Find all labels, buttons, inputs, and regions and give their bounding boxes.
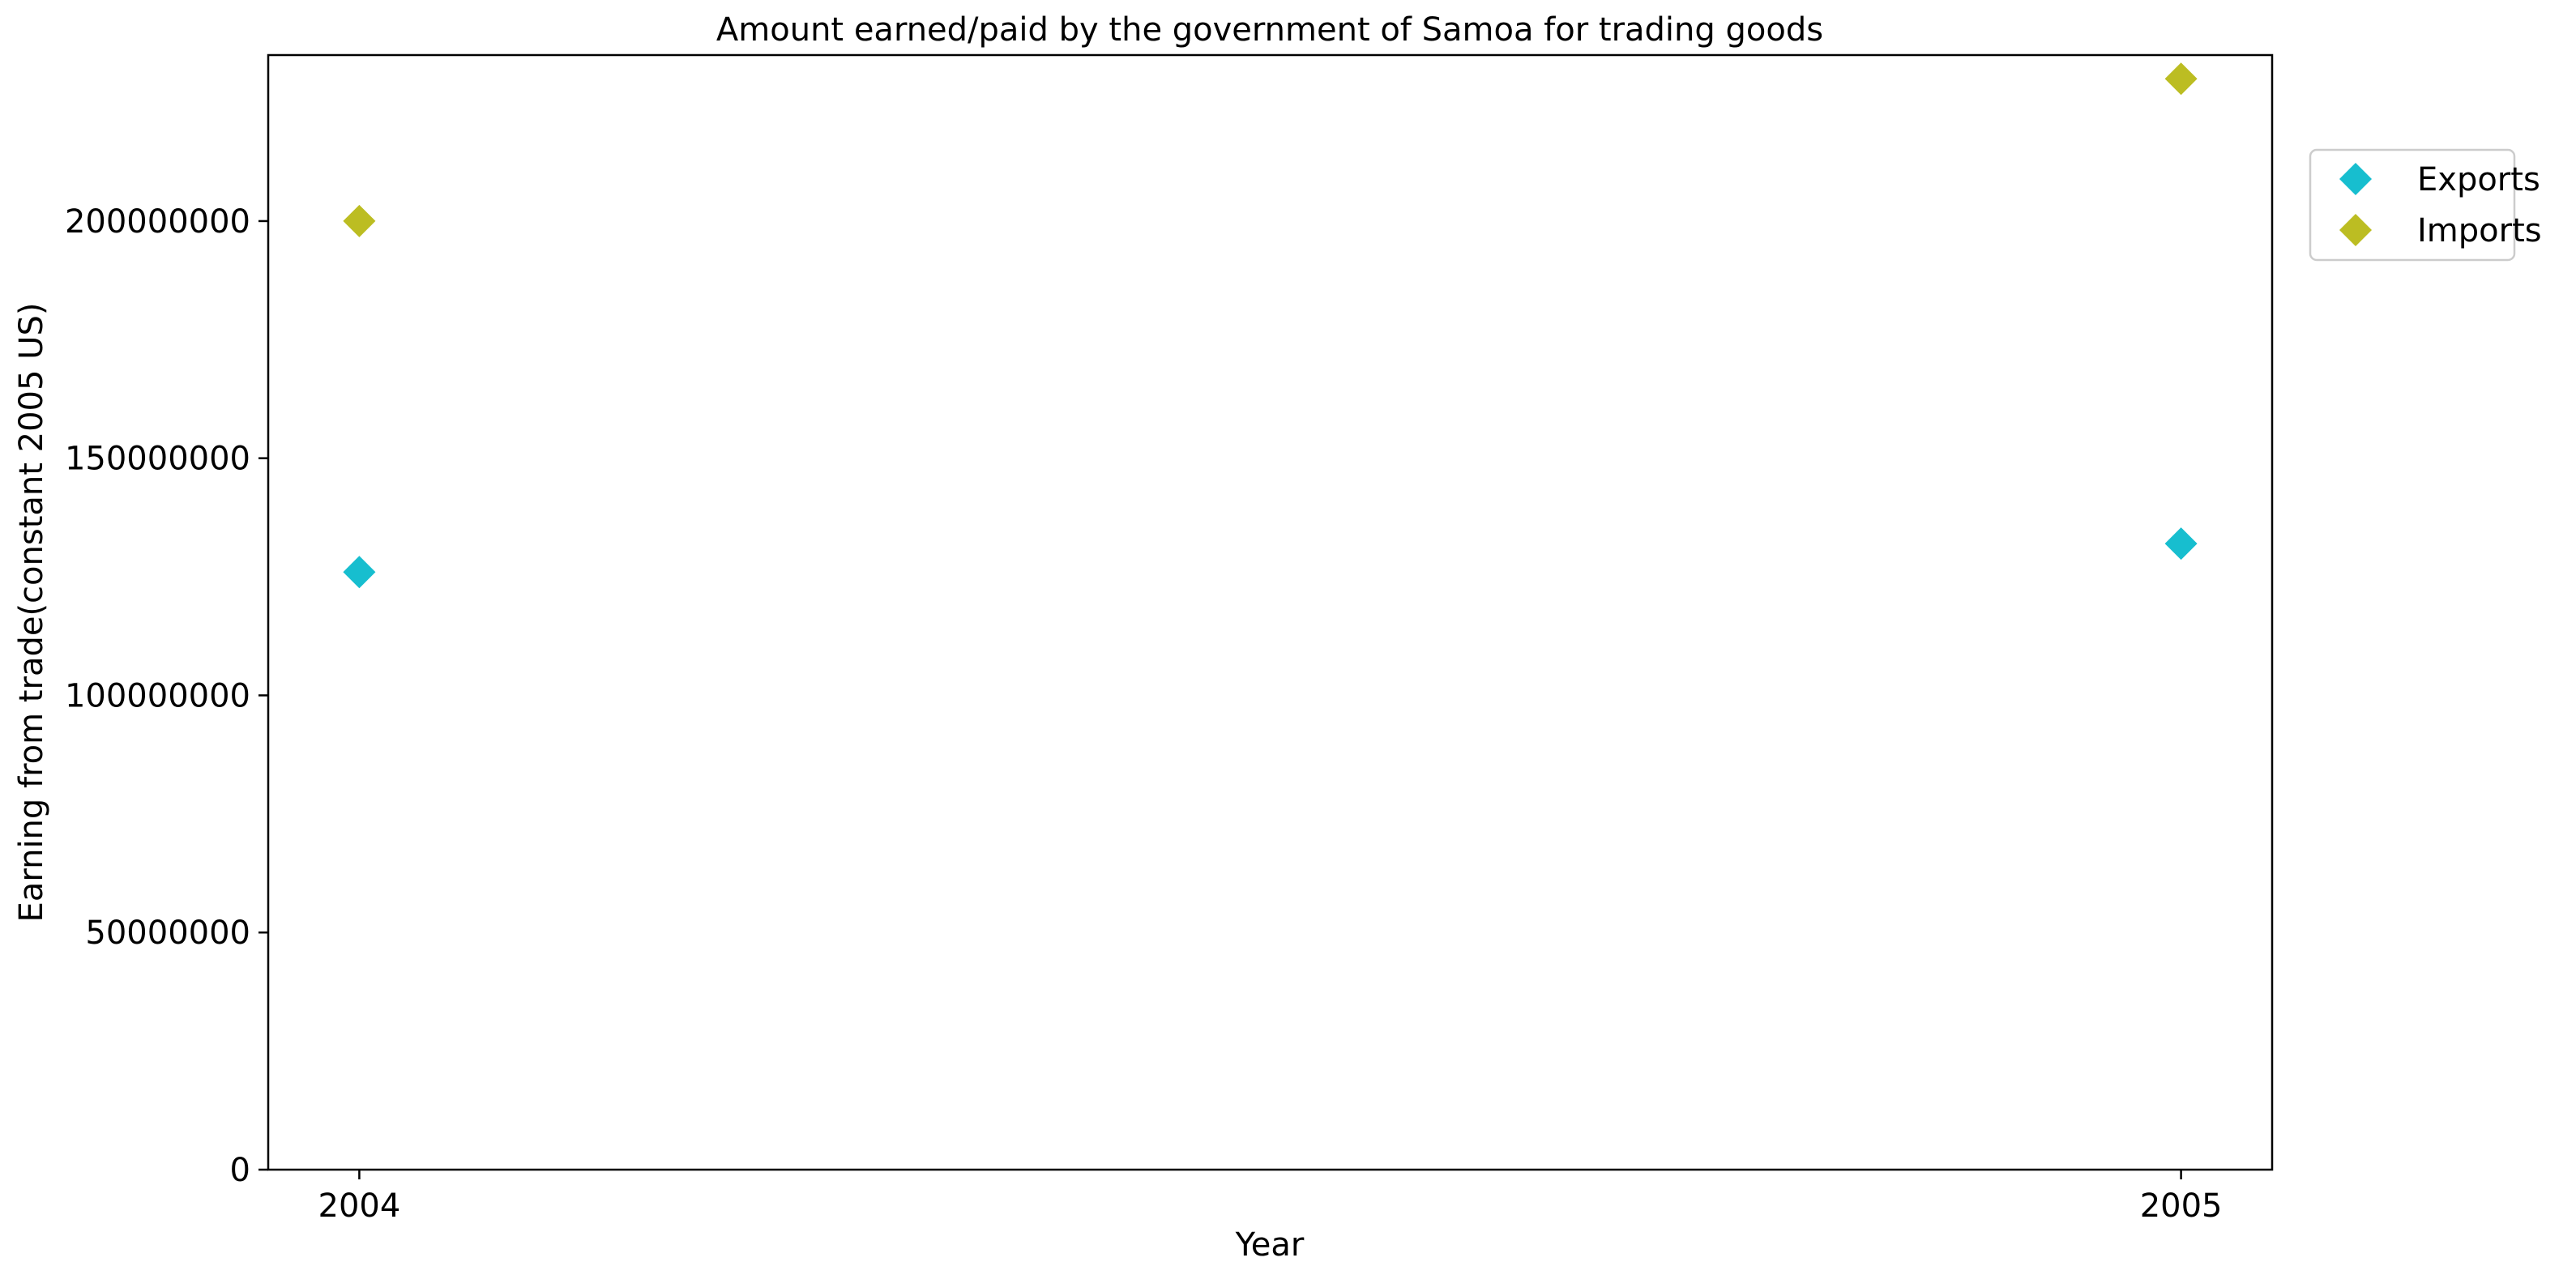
legend-label-exports: Exports: [2417, 161, 2540, 198]
exports-point: [343, 556, 376, 589]
y-tick-label: 100000000: [65, 677, 250, 714]
y-tick-label: 150000000: [65, 441, 250, 478]
x-axis-label: Year: [1235, 1226, 1305, 1264]
x-tick-label: 2004: [318, 1187, 401, 1225]
y-tick-label: 0: [230, 1152, 250, 1189]
plot-area: [267, 53, 2274, 1171]
y-tick-label: 50000000: [85, 914, 250, 952]
legend: Exports Imports: [2309, 148, 2542, 262]
y-tick-label: 200000000: [65, 203, 250, 241]
imports-point: [2164, 62, 2198, 96]
x-tick-label: 2005: [2140, 1187, 2223, 1225]
legend-label-imports: Imports: [2417, 212, 2542, 249]
chart-title: Amount earned/paid by the government of …: [716, 11, 1823, 49]
y-axis-label: Earning from trade(constant 2005 US): [13, 303, 50, 923]
legend-marker-exports: [2339, 163, 2372, 195]
x-axis: 2004 2005: [318, 1170, 2223, 1225]
imports-point: [343, 204, 376, 237]
legend-marker-imports: [2339, 214, 2372, 246]
y-axis: 0 50000000 100000000 150000000 200000000: [65, 203, 268, 1189]
data-points: [343, 62, 2198, 589]
exports-point: [2164, 527, 2198, 561]
